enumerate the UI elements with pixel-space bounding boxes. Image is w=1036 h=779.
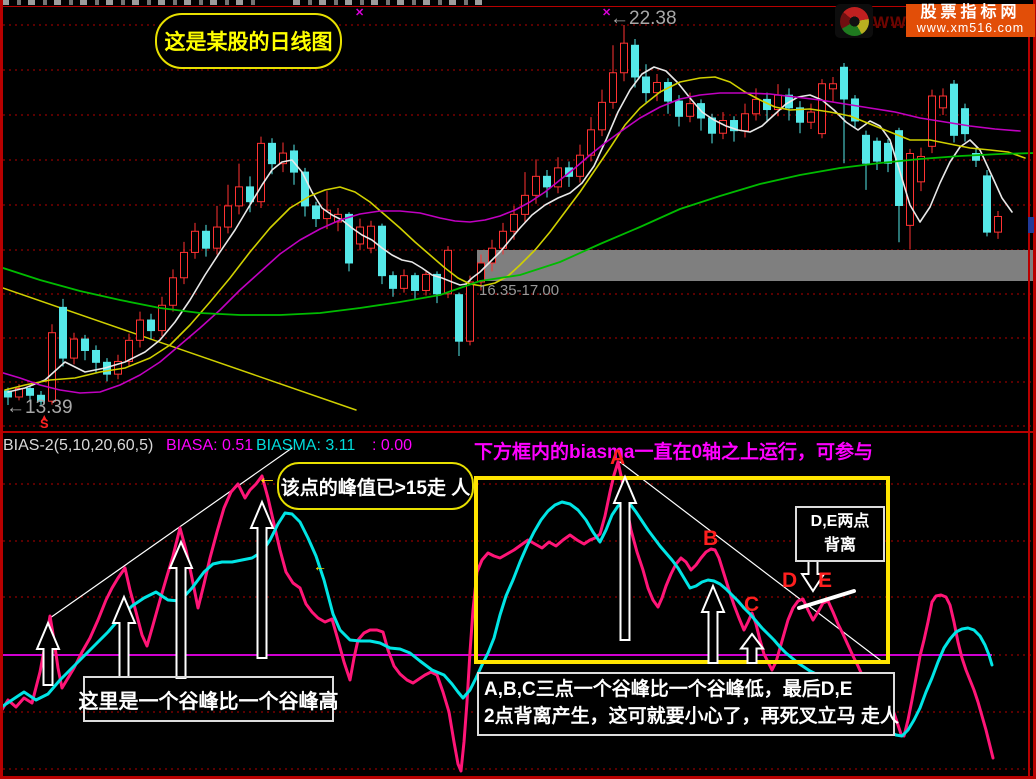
high-price-label: ←22.38 — [610, 8, 677, 29]
point-label-d: D — [782, 569, 798, 592]
sell-caret: ▴ — [42, 412, 47, 422]
clipped-toolbar-text — [2, 0, 257, 5]
biasa-value: BIASA: 0.51 — [166, 437, 254, 454]
indicator-name: BIAS-2(5,10,20,60,5) — [3, 437, 154, 454]
site-name: 股票指标网 — [920, 4, 1021, 21]
point-label-a: A — [610, 446, 626, 469]
clipped-toolbar-text — [293, 0, 483, 5]
abc-explanation-box: A,B,C三点一个谷峰比一个谷峰低，最后D,E 2点背离产生，这可就要小心了，再… — [477, 672, 899, 736]
point-label-c: C — [744, 593, 760, 616]
rising-peaks-box: 这里是一个谷峰比一个谷峰高 — [79, 676, 339, 722]
peak-bubble-arrow-icon: ← — [257, 467, 277, 489]
site-banner[interactable]: 股票指标网 www.xm516.com — [906, 4, 1035, 37]
scrollbar-artifact — [1028, 217, 1034, 233]
left-border — [0, 0, 3, 779]
biasma-note: 下方框内的biasma一直在0轴之上运行，可参与 — [474, 442, 874, 463]
svg-text:✕: ✕ — [355, 7, 364, 19]
bottom-border — [0, 776, 1036, 779]
title-bubble: 这是某股的日线图 — [155, 13, 342, 69]
indicator-extra-value: : 0.00 — [372, 437, 413, 454]
abc-box-line2: 2点背离产生，这可就要小心了，再死叉立马 走人 — [484, 706, 899, 727]
right-inner-border — [1028, 6, 1030, 777]
de-divergence-box: D,E两点 背离 — [795, 506, 885, 562]
point-label-b: B — [703, 527, 719, 550]
sell-marker: S — [40, 416, 49, 431]
right-border — [1033, 0, 1036, 779]
site-logo-icon — [835, 4, 873, 38]
support-zone-label: 16.35-17.00 — [479, 282, 560, 299]
point-label-e: E — [818, 569, 833, 592]
swirl-icon — [839, 6, 869, 36]
top-border — [0, 6, 1036, 7]
small-left-arrow-icon: ← — [313, 558, 327, 574]
low-price-label: ←13.39 — [6, 397, 73, 418]
biasma-value: BIASMA: 3.11 — [256, 437, 356, 454]
de-box-line1: D,E两点 — [810, 513, 870, 530]
panel-separator — [0, 431, 1036, 433]
peak-value-bubble: 该点的峰值已>15走 人 — [277, 462, 474, 510]
site-url: www.xm516.com — [916, 21, 1025, 35]
svg-text:✕: ✕ — [602, 7, 611, 19]
de-box-line2: 背离 — [823, 537, 856, 554]
abc-box-line1: A,B,C三点一个谷峰比一个谷峰低，最后D,E — [484, 679, 853, 700]
